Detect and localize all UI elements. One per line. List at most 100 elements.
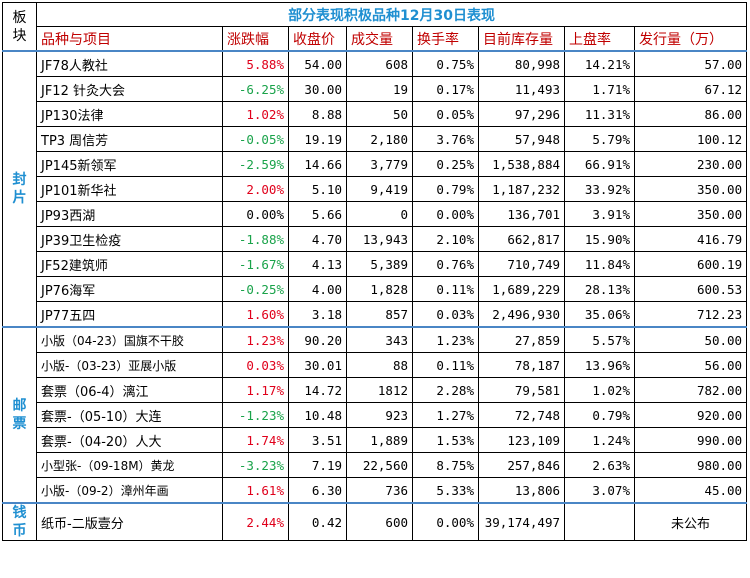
cell-rate: 11.31%	[564, 101, 635, 127]
cell-name: JP93西湖	[36, 201, 223, 227]
cell-close: 54.00	[288, 50, 347, 77]
cell-stock: 662,817	[478, 226, 565, 252]
cell-turnover: 0.11%	[412, 276, 479, 302]
cell-rate: 28.13%	[564, 276, 635, 302]
cell-stock: 1,689,229	[478, 276, 565, 302]
cell-stock: 710,749	[478, 251, 565, 277]
cell-issue: 50.00	[633, 326, 748, 353]
cell-stock: 79,581	[478, 377, 565, 403]
corner-label: 板块	[2, 2, 37, 52]
table-row: JP130法律 1.02% 8.88 50 0.05% 97,296 11.31% 86.00	[3, 101, 748, 127]
table-row: 封片 JF78人教社 5.88% 54.00 608 0.75% 80,998 14.21% 5…	[2, 50, 748, 328]
cell-close: 6.30	[288, 477, 347, 504]
cell-turnover: 2.28%	[412, 377, 479, 403]
cell-change: 1.23%	[222, 326, 289, 353]
cell-change: 0.03%	[222, 352, 289, 378]
cell-issue: 350.00	[633, 201, 748, 227]
cell-close: 19.19	[288, 126, 347, 152]
cell-turnover: 0.25%	[412, 151, 479, 177]
cell-issue: 86.00	[633, 101, 748, 127]
header-change: 涨跌幅	[222, 26, 289, 52]
cell-change: -1.88%	[222, 226, 289, 252]
cell-turnover: 0.11%	[412, 352, 479, 378]
cell-name: JP77五四	[36, 301, 223, 328]
cell-change: -1.23%	[222, 402, 289, 428]
cell-change: -2.59%	[222, 151, 289, 177]
cell-issue: 600.19	[633, 251, 748, 277]
cell-close: 3.18	[288, 301, 347, 328]
cell-turnover: 1.53%	[412, 427, 479, 453]
cell-rate: 3.91%	[564, 201, 635, 227]
table-row: 套票-（05-10）大连 -1.23% 10.48 923 1.27% 72,748 0.7…	[3, 402, 748, 428]
cell-issue: 45.00	[633, 477, 748, 504]
cell-turnover: 0.00%	[412, 502, 479, 541]
cell-volume: 2,180	[346, 126, 413, 152]
cell-volume: 600	[346, 502, 413, 541]
cell-stock: 97,296	[478, 101, 565, 127]
cell-volume: 1812	[346, 377, 413, 403]
cell-name: JP76海军	[36, 276, 223, 302]
cell-stock: 72,748	[478, 402, 565, 428]
cell-turnover: 1.27%	[412, 402, 479, 428]
cell-turnover: 5.33%	[412, 477, 479, 504]
cell-volume: 88	[346, 352, 413, 378]
cell-issue: 782.00	[633, 377, 748, 403]
cell-change: 1.74%	[222, 427, 289, 453]
table-row: JP145新领军 -2.59% 14.66 3,779 0.25% 1,538,884 66…	[3, 151, 748, 177]
section-label: 钱币	[2, 502, 37, 541]
cell-stock: 57,948	[478, 126, 565, 152]
cell-stock: 1,187,232	[478, 176, 565, 202]
cell-volume: 923	[346, 402, 413, 428]
table-row: JP77五四 1.60% 3.18 857 0.03% 2,496,930 35.06% 71…	[3, 301, 748, 328]
cell-close: 30.00	[288, 76, 347, 102]
cell-change: 0.00%	[222, 201, 289, 227]
cell-rate: 33.92%	[564, 176, 635, 202]
header-stock: 目前库存量	[478, 26, 565, 52]
table-row: JP76海军 -0.25% 4.00 1,828 0.11% 1,689,229 28.13…	[3, 276, 748, 302]
cell-change: 1.02%	[222, 101, 289, 127]
cell-rate	[564, 502, 635, 541]
cell-change: -3.23%	[222, 452, 289, 478]
section-label: 邮票	[2, 326, 37, 504]
cell-rate: 0.79%	[564, 402, 635, 428]
cell-name: JF78人教社	[36, 50, 223, 77]
cell-stock: 257,846	[478, 452, 565, 478]
cell-rate: 2.63%	[564, 452, 635, 478]
cell-close: 14.72	[288, 377, 347, 403]
table-row: 小版-（09-2）漳州年画 1.61% 6.30 736 5.33% 13,806 3.07…	[3, 477, 748, 504]
section-label: 封片	[2, 50, 37, 328]
cell-turnover: 0.03%	[412, 301, 479, 328]
cell-rate: 66.91%	[564, 151, 635, 177]
cell-name: JF12 针灸大会	[36, 76, 223, 102]
cell-volume: 1,828	[346, 276, 413, 302]
cell-stock: 78,187	[478, 352, 565, 378]
cell-turnover: 0.00%	[412, 201, 479, 227]
cell-issue: 56.00	[633, 352, 748, 378]
table-body: 板块 部分表现积极品种12月30日表现 品种与项目 涨跌幅 收盘价 成交量 换手…	[2, 2, 748, 541]
cell-name: 纸币-二版壹分	[36, 502, 223, 541]
cell-change: 2.00%	[222, 176, 289, 202]
cell-rate: 13.96%	[564, 352, 635, 378]
cell-volume: 5,389	[346, 251, 413, 277]
cell-turnover: 0.75%	[412, 50, 479, 77]
header-name: 品种与项目	[36, 26, 223, 52]
cell-close: 90.20	[288, 326, 347, 353]
cell-issue: 416.79	[633, 226, 748, 252]
table-row: 套票-（04-20）人大 1.74% 3.51 1,889 1.53% 123,109 1.…	[3, 427, 748, 453]
cell-issue: 67.12	[633, 76, 748, 102]
cell-volume: 0	[346, 201, 413, 227]
cell-name: 小版-（03-23）亚展小版	[36, 352, 223, 378]
cell-close: 3.51	[288, 427, 347, 453]
table-row: 小型张-（09-18M）黄龙 -3.23% 7.19 22,560 8.75% 257,8…	[3, 452, 748, 478]
cell-name: JP39卫生检疫	[36, 226, 223, 252]
cell-volume: 857	[346, 301, 413, 328]
cell-issue: 600.53	[633, 276, 748, 302]
cell-stock: 13,806	[478, 477, 565, 504]
cell-rate: 5.79%	[564, 126, 635, 152]
table-row: 套票（06-4）漓江 1.17% 14.72 1812 2.28% 79,581 1.02%…	[3, 377, 748, 403]
cell-volume: 608	[346, 50, 413, 77]
cell-name: JP145新领军	[36, 151, 223, 177]
cell-close: 4.70	[288, 226, 347, 252]
cell-turnover: 2.10%	[412, 226, 479, 252]
